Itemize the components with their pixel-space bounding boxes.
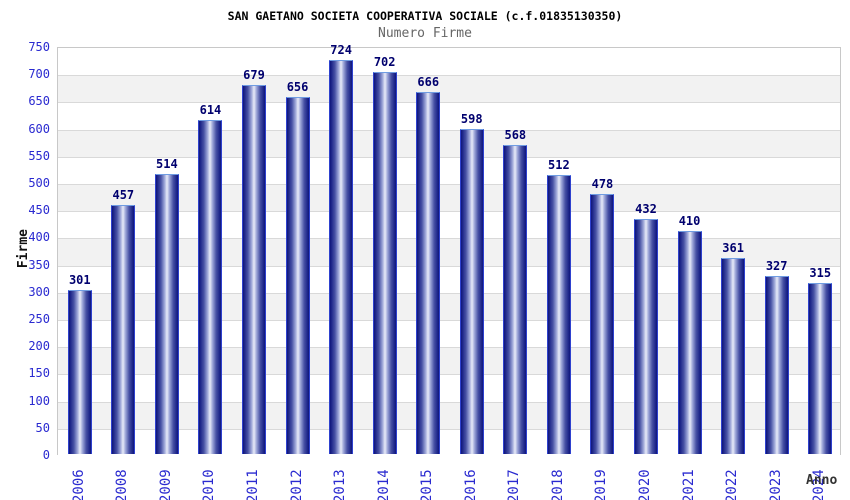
y-tick-250: 250 [28, 312, 50, 326]
bar-2010 [198, 119, 223, 454]
bar-value-label-2017: 568 [504, 128, 527, 143]
bar-2024 [808, 282, 833, 454]
bar-2012 [285, 97, 310, 454]
bar-value-label-2010: 614 [199, 102, 222, 117]
x-tick-2017: 2017 [506, 469, 523, 500]
chart-title: SAN GAETANO SOCIETA COOPERATIVA SOCIALE … [227, 9, 623, 23]
bar-2020 [634, 219, 658, 454]
bar-2011 [242, 84, 266, 454]
bar-value-label-2009: 514 [156, 157, 178, 172]
bar-value-label-2014: 702 [373, 55, 396, 70]
plot-band [58, 48, 840, 76]
plot-band [58, 320, 840, 348]
bar-2013 [329, 60, 354, 454]
x-tick-2014: 2014 [375, 469, 392, 500]
x-tick-2022: 2022 [724, 469, 741, 500]
bar-2015 [416, 91, 441, 454]
bar-2009 [154, 174, 179, 454]
bar-value-label-2024: 315 [809, 265, 832, 280]
plot-band [58, 238, 840, 266]
bar-2023 [764, 276, 789, 454]
y-tick-550: 550 [28, 148, 50, 163]
x-tick-2016: 2016 [462, 469, 479, 500]
x-tick-2021: 2021 [680, 469, 697, 500]
bar-value-label-2022: 361 [722, 240, 744, 255]
bar-value-label-2021: 410 [678, 213, 701, 228]
plot-band [58, 129, 840, 157]
plot-band [58, 401, 840, 429]
bar-2014 [372, 72, 397, 454]
plot-band [58, 428, 840, 456]
x-tick-2019: 2019 [593, 469, 610, 500]
plot-band [58, 102, 840, 130]
x-tick-2011: 2011 [245, 469, 261, 500]
bar-value-label-2016: 598 [460, 111, 483, 126]
y-tick-750: 750 [28, 40, 50, 54]
x-tick-2010: 2010 [201, 469, 218, 500]
bar-value-label-2013: 724 [330, 43, 352, 58]
plot-band [58, 265, 840, 293]
bar-value-label-2015: 666 [417, 74, 440, 89]
y-tick-50: 50 [35, 420, 50, 435]
bar-value-label-2020: 432 [635, 202, 657, 216]
y-tick-200: 200 [28, 339, 50, 354]
x-tick-2008: 2008 [114, 469, 131, 500]
x-axis-title: Anno [806, 473, 838, 488]
y-tick-500: 500 [28, 176, 50, 190]
plot-band [58, 184, 840, 212]
x-tick-2013: 2013 [332, 469, 349, 500]
bar-2008 [111, 205, 136, 454]
y-tick-600: 600 [28, 121, 50, 136]
y-tick-100: 100 [28, 393, 50, 408]
bar-value-label-2008: 457 [112, 188, 135, 203]
y-tick-300: 300 [28, 284, 50, 299]
bar-value-label-2011: 679 [243, 67, 265, 82]
plot-band [58, 347, 840, 375]
bar-2019 [590, 193, 615, 454]
x-tick-2012: 2012 [288, 469, 305, 500]
bar-value-label-2023: 327 [765, 259, 788, 274]
bar-2018 [546, 175, 571, 454]
chart-subtitle: Numero Firme [378, 26, 472, 41]
y-axis-title: Firme [16, 229, 31, 269]
x-tick-2006: 2006 [70, 469, 87, 500]
y-tick-150: 150 [28, 366, 50, 381]
bar-value-label-2006: 301 [68, 273, 91, 288]
bar-2016 [459, 128, 484, 454]
bar-2017 [503, 145, 528, 454]
y-tick-650: 650 [28, 94, 50, 109]
y-tick-450: 450 [28, 203, 50, 218]
y-tick-350: 350 [28, 257, 50, 272]
bar-2021 [677, 230, 702, 454]
x-tick-2018: 2018 [549, 469, 566, 500]
plot-band [58, 292, 840, 320]
x-tick-2023: 2023 [767, 469, 784, 500]
bar-value-label-2018: 512 [548, 158, 570, 173]
y-tick-700: 700 [28, 67, 50, 82]
plot-band [58, 374, 840, 402]
plot-area: 301 457 514 614 679 656 724 702 666 598 568 512 478 4… [57, 43, 841, 456]
plot-band [58, 211, 840, 239]
bar-2022 [721, 257, 746, 454]
x-tick-2020: 2020 [637, 469, 653, 500]
y-tick-0: 0 [42, 448, 50, 462]
x-tick-2009: 2009 [157, 469, 174, 500]
x-tick-2015: 2015 [419, 469, 436, 500]
bar-value-label-2019: 478 [591, 176, 614, 191]
plot-band [58, 75, 840, 103]
bar-2006 [67, 290, 92, 454]
plot-band [58, 156, 840, 184]
y-tick-400: 400 [28, 230, 50, 245]
bar-value-label-2012: 656 [286, 80, 309, 95]
